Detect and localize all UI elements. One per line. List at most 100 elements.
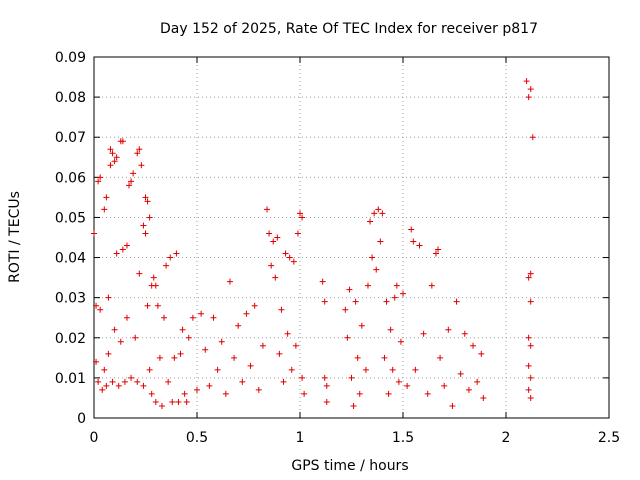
data-point xyxy=(449,402,456,409)
data-point xyxy=(441,382,448,389)
data-point xyxy=(185,334,192,341)
y-axis-label: ROTI / TECUs xyxy=(7,191,23,283)
data-point xyxy=(177,350,184,357)
data-point xyxy=(231,354,238,361)
data-point xyxy=(470,342,477,349)
data-point xyxy=(95,378,102,385)
data-point xyxy=(397,338,404,345)
data-point xyxy=(373,266,380,273)
data-point xyxy=(99,386,106,393)
data-point xyxy=(202,346,209,353)
data-point xyxy=(391,294,398,301)
data-point xyxy=(128,374,135,381)
y-tick-label: 0.04 xyxy=(55,251,86,267)
data-point xyxy=(181,390,188,397)
data-point xyxy=(527,298,534,305)
data-point xyxy=(292,342,299,349)
data-point xyxy=(156,354,163,361)
data-point xyxy=(323,398,330,405)
data-point xyxy=(416,242,423,249)
data-point xyxy=(354,354,361,361)
data-point xyxy=(179,326,186,333)
data-point xyxy=(282,250,289,257)
y-tick-label: 0.01 xyxy=(55,371,86,387)
data-point xyxy=(420,330,427,337)
data-point xyxy=(264,206,271,213)
data-point xyxy=(140,382,147,389)
grid-lines xyxy=(94,57,609,418)
data-point xyxy=(445,326,452,333)
data-point xyxy=(226,278,233,285)
data-point xyxy=(189,314,196,321)
data-point xyxy=(272,274,279,281)
data-point xyxy=(385,390,392,397)
data-point xyxy=(132,334,139,341)
y-tick-label: 0 xyxy=(77,411,86,427)
chart-title: Day 152 of 2025, Rate Of TEC Index for r… xyxy=(160,21,538,37)
data-point xyxy=(389,366,396,373)
y-tick-label: 0.08 xyxy=(55,90,86,106)
data-point xyxy=(352,298,359,305)
data-point xyxy=(381,354,388,361)
x-axis-label: GPS time / hours xyxy=(291,458,408,474)
y-tick-label: 0.06 xyxy=(55,170,86,186)
data-point xyxy=(93,358,100,365)
data-point xyxy=(123,314,130,321)
data-point xyxy=(115,382,122,389)
data-point xyxy=(478,350,485,357)
data-point xyxy=(529,134,536,141)
data-point xyxy=(222,390,229,397)
x-tick-label: 0.5 xyxy=(186,430,208,446)
data-point xyxy=(268,262,275,269)
data-point xyxy=(142,230,149,237)
data-point xyxy=(259,342,266,349)
data-point xyxy=(91,230,97,237)
data-point xyxy=(270,238,277,245)
data-point xyxy=(136,146,143,153)
data-point xyxy=(297,210,303,217)
data-point xyxy=(527,374,534,381)
x-tick-label: 1 xyxy=(296,430,305,446)
data-point xyxy=(134,378,141,385)
data-point xyxy=(395,378,402,385)
data-point xyxy=(140,222,147,229)
data-point xyxy=(146,366,153,373)
data-point xyxy=(119,138,126,145)
y-tick-label: 0.09 xyxy=(55,50,86,66)
data-point xyxy=(379,210,386,217)
data-point xyxy=(163,262,170,269)
data-point xyxy=(276,350,283,357)
data-point xyxy=(107,162,114,169)
data-point xyxy=(410,238,417,245)
data-point xyxy=(235,322,242,329)
data-point xyxy=(158,402,165,409)
data-point xyxy=(525,274,532,281)
data-point xyxy=(319,278,326,285)
x-tick-label: 1.5 xyxy=(392,430,414,446)
data-point xyxy=(393,282,400,289)
data-point xyxy=(165,378,172,385)
data-point xyxy=(148,390,155,397)
data-point xyxy=(284,330,291,337)
data-point xyxy=(126,182,133,189)
data-point xyxy=(299,374,306,381)
data-point xyxy=(480,394,487,401)
data-point xyxy=(109,150,116,157)
data-point xyxy=(323,382,330,389)
data-point xyxy=(404,382,411,389)
data-point xyxy=(525,362,532,369)
data-point xyxy=(369,254,376,261)
y-tick-label: 0.03 xyxy=(55,291,86,307)
data-point xyxy=(424,390,431,397)
data-point xyxy=(107,146,114,153)
data-point xyxy=(251,302,258,309)
data-point xyxy=(117,338,124,345)
data-point xyxy=(161,314,168,321)
data-point xyxy=(527,394,534,401)
data-point xyxy=(342,306,349,313)
data-point xyxy=(350,402,357,409)
data-point xyxy=(142,194,149,201)
data-point xyxy=(198,310,205,317)
data-point xyxy=(152,398,159,405)
data-points xyxy=(91,78,536,409)
